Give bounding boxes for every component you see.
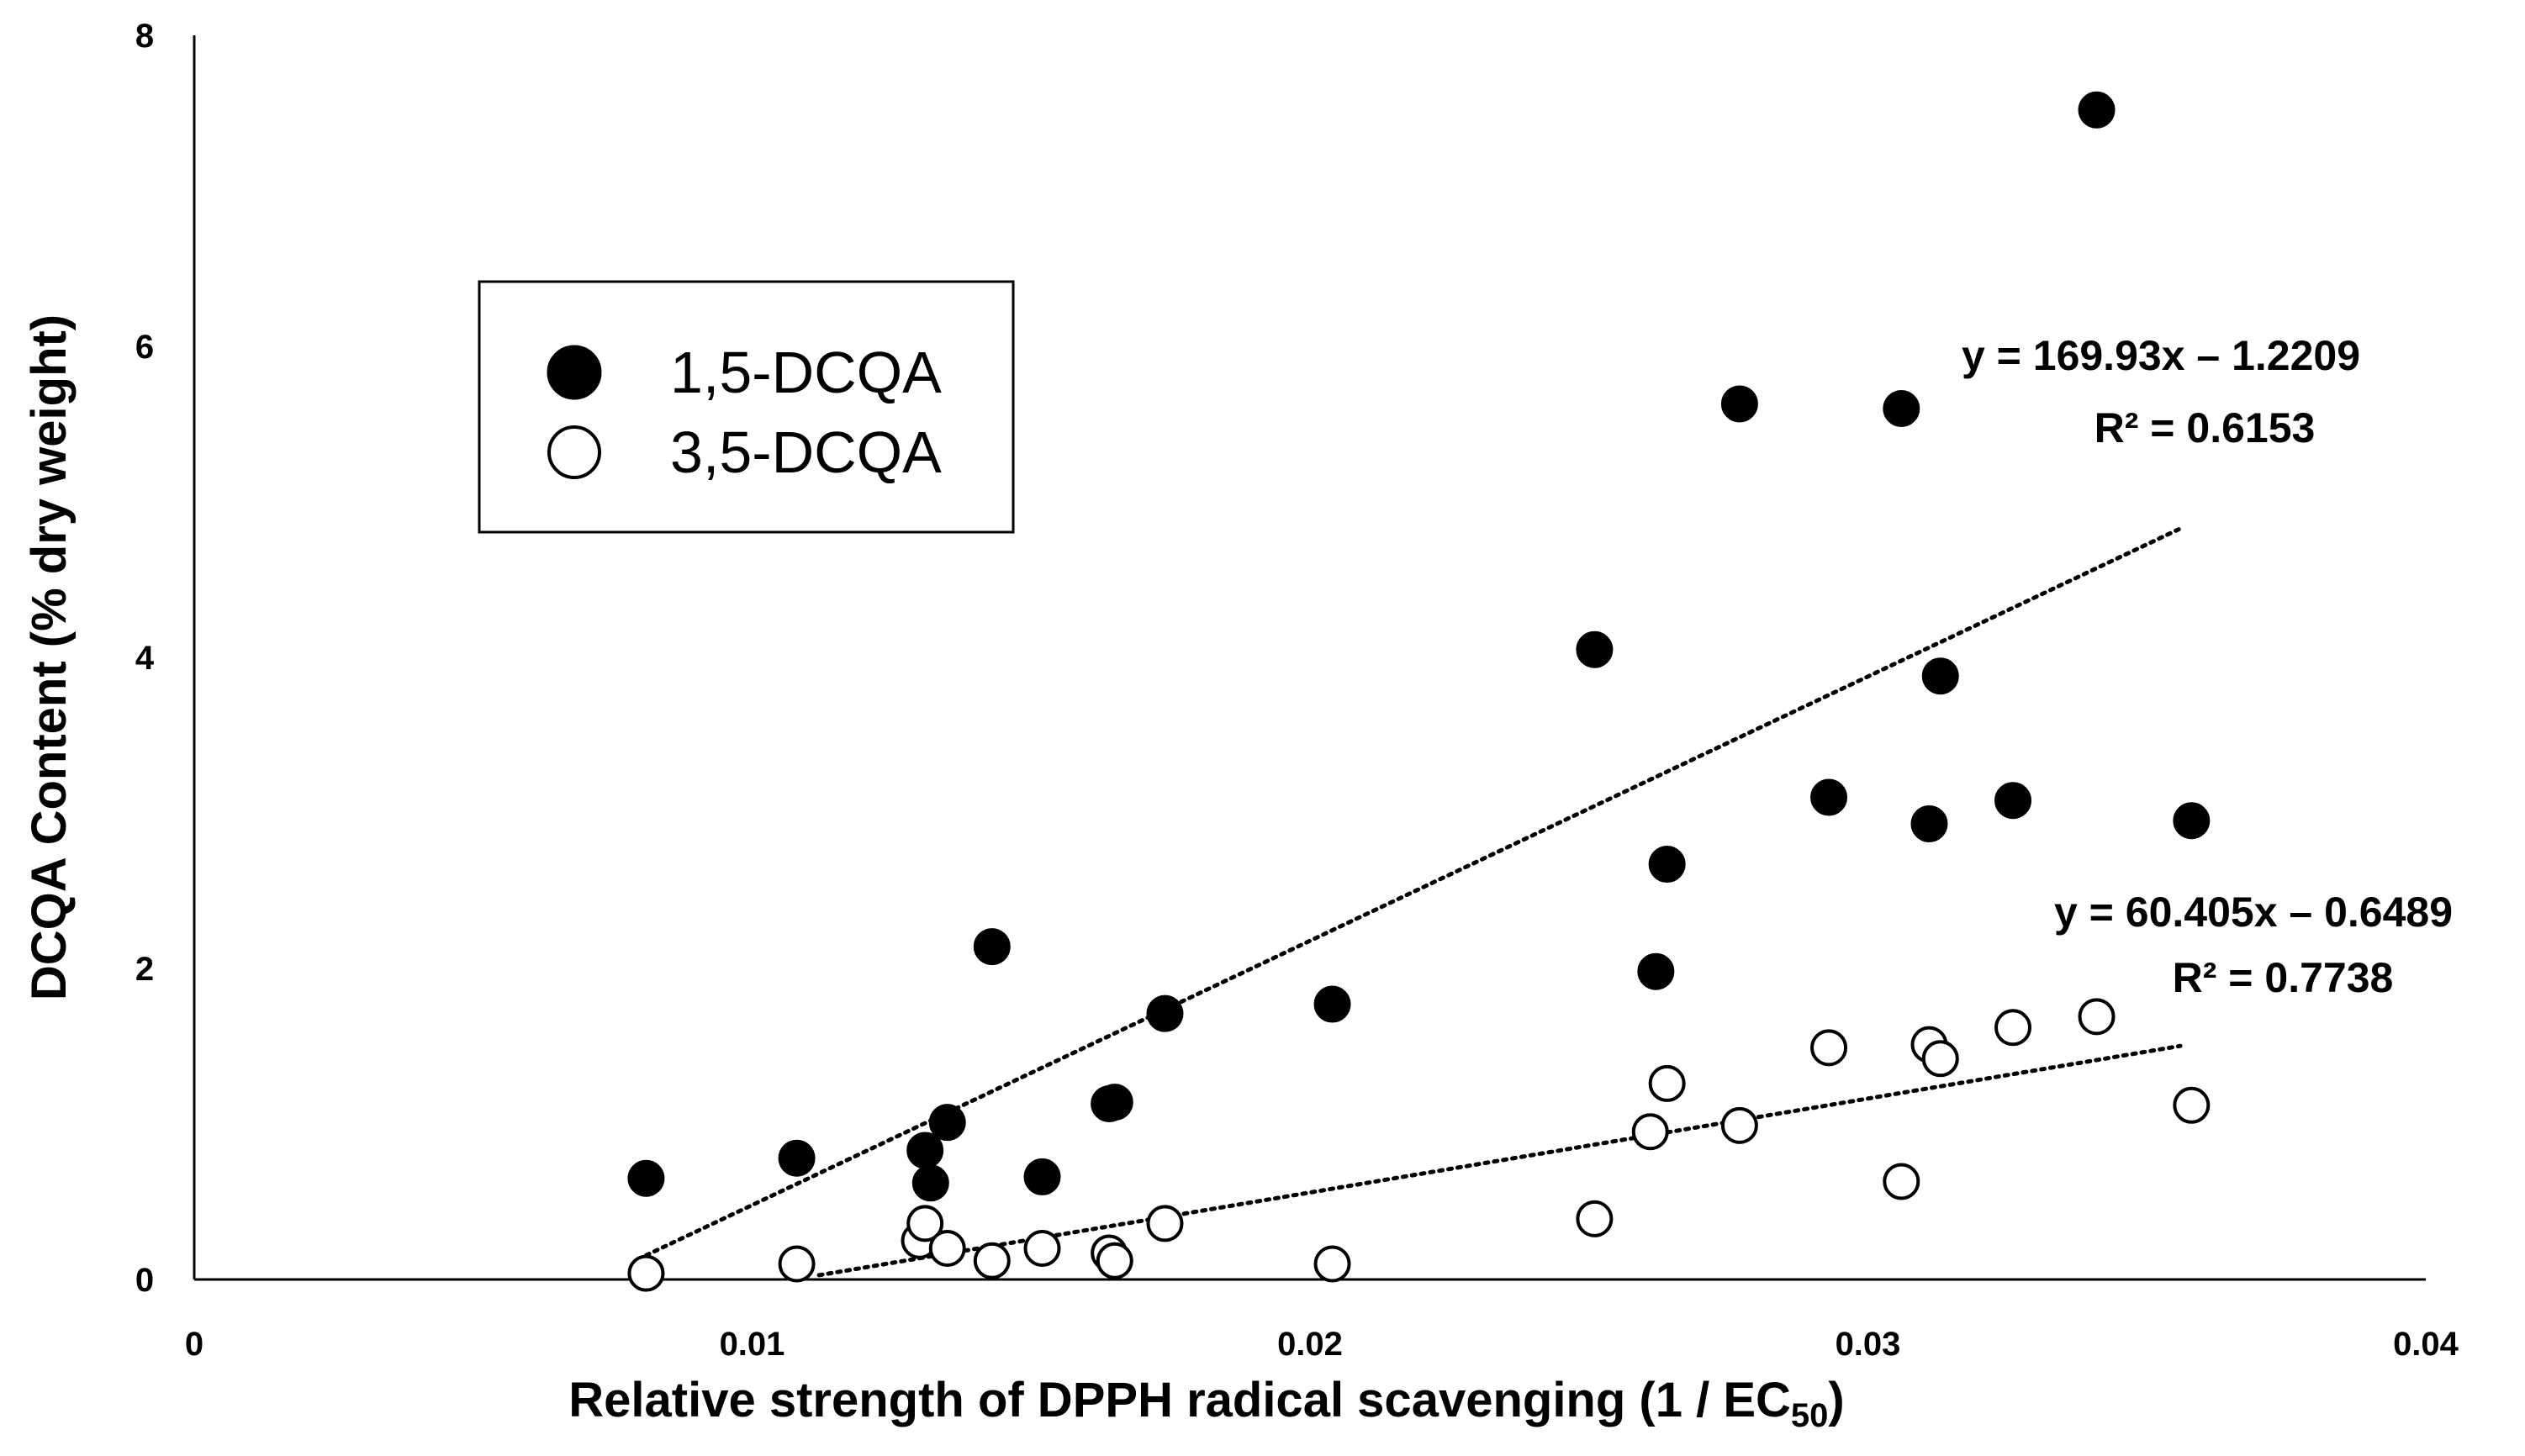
point-1-5-dcqa <box>1810 778 1848 816</box>
legend-marker-filled <box>547 345 602 400</box>
y-tick-label: 6 <box>135 329 154 366</box>
point-3-5-dcqa <box>1313 1245 1351 1283</box>
point-3-5-dcqa <box>627 1254 665 1292</box>
point-1-5-dcqa <box>1910 804 1948 842</box>
point-3-5-dcqa <box>1096 1242 1133 1279</box>
point-1-5-dcqa <box>911 1164 949 1202</box>
point-1-5-dcqa <box>1576 630 1614 668</box>
point-1-5-dcqa <box>2078 91 2116 129</box>
point-3-5-dcqa <box>1648 1064 1686 1102</box>
point-1-5-dcqa <box>1994 782 2032 820</box>
point-3-5-dcqa <box>1720 1106 1758 1144</box>
axes <box>193 35 2426 1281</box>
point-3-5-dcqa <box>778 1245 816 1283</box>
point-1-5-dcqa <box>928 1104 966 1142</box>
legend: 1,5-DCQA 3,5-DCQA <box>478 280 1015 534</box>
trendline-equations: y = 169.93x – 1.2209 R² = 0.6153 y = 60.… <box>1962 332 2453 1001</box>
x-tick-label: 0 <box>185 1326 203 1363</box>
data-points <box>627 91 2211 1292</box>
x-tick-label: 0.01 <box>720 1326 785 1363</box>
trendline-series-2 <box>816 1043 2183 1278</box>
x-axis-title-main: Relative strength of DPPH radical scaven… <box>568 1373 1791 1427</box>
x-axis-title-subscript: 50 <box>1791 1397 1829 1434</box>
point-3-5-dcqa <box>2173 1086 2211 1124</box>
series2-r2: R² = 0.7738 <box>2173 954 2394 1001</box>
y-tick-label: 4 <box>135 640 155 677</box>
point-1-5-dcqa <box>1146 994 1184 1032</box>
point-1-5-dcqa <box>1096 1084 1133 1121</box>
y-tick-label: 2 <box>135 951 154 988</box>
point-3-5-dcqa <box>1146 1205 1184 1242</box>
series2-equation: y = 60.405x – 0.6489 <box>2054 889 2453 936</box>
point-1-5-dcqa <box>778 1139 816 1177</box>
point-1-5-dcqa <box>906 1132 944 1169</box>
point-3-5-dcqa <box>928 1230 966 1267</box>
series1-r2: R² = 0.6153 <box>2094 404 2316 451</box>
x-tick-labels: 0 0.01 0.02 0.03 0.04 <box>185 1326 2459 1363</box>
point-1-5-dcqa <box>973 928 1011 966</box>
point-3-5-dcqa <box>1023 1230 1061 1267</box>
trendline-series-1 <box>643 526 2183 1258</box>
point-1-5-dcqa <box>1023 1158 1061 1195</box>
point-3-5-dcqa <box>1883 1163 1920 1200</box>
y-axis-title: DCQA Content (% dry weight) <box>22 314 77 1000</box>
y-tick-label: 0 <box>135 1262 154 1299</box>
point-1-5-dcqa <box>2173 802 2211 840</box>
point-3-5-dcqa <box>973 1242 1011 1279</box>
point-1-5-dcqa <box>1921 657 1959 695</box>
y-tick-label: 8 <box>135 18 154 55</box>
legend-label-1: 1,5-DCQA <box>670 340 942 405</box>
x-axis-title-end: ) <box>1828 1373 1844 1427</box>
point-3-5-dcqa <box>906 1205 944 1242</box>
point-3-5-dcqa <box>1994 1009 2032 1047</box>
point-1-5-dcqa <box>1648 846 1686 884</box>
trendlines <box>643 526 2183 1278</box>
point-3-5-dcqa <box>2078 998 2116 1036</box>
point-1-5-dcqa <box>1313 985 1351 1023</box>
point-3-5-dcqa <box>1576 1200 1614 1237</box>
x-tick-label: 0.04 <box>2393 1326 2459 1363</box>
point-3-5-dcqa <box>1631 1113 1669 1151</box>
point-1-5-dcqa <box>1637 952 1675 990</box>
point-1-5-dcqa <box>1883 390 1920 427</box>
x-tick-label: 0.02 <box>1277 1326 1343 1363</box>
x-axis-title: Relative strength of DPPH radical scaven… <box>568 1373 1844 1434</box>
point-1-5-dcqa <box>627 1159 665 1197</box>
point-3-5-dcqa <box>1810 1029 1848 1067</box>
legend-label-2: 3,5-DCQA <box>670 419 942 485</box>
x-tick-label: 0.03 <box>1836 1326 1901 1363</box>
legend-box <box>478 280 1015 534</box>
series1-equation: y = 169.93x – 1.2209 <box>1962 332 2360 379</box>
y-tick-labels: 0 2 4 6 8 <box>135 18 155 1299</box>
point-3-5-dcqa <box>1921 1040 1959 1078</box>
point-1-5-dcqa <box>1720 385 1758 423</box>
legend-marker-open <box>547 425 601 479</box>
